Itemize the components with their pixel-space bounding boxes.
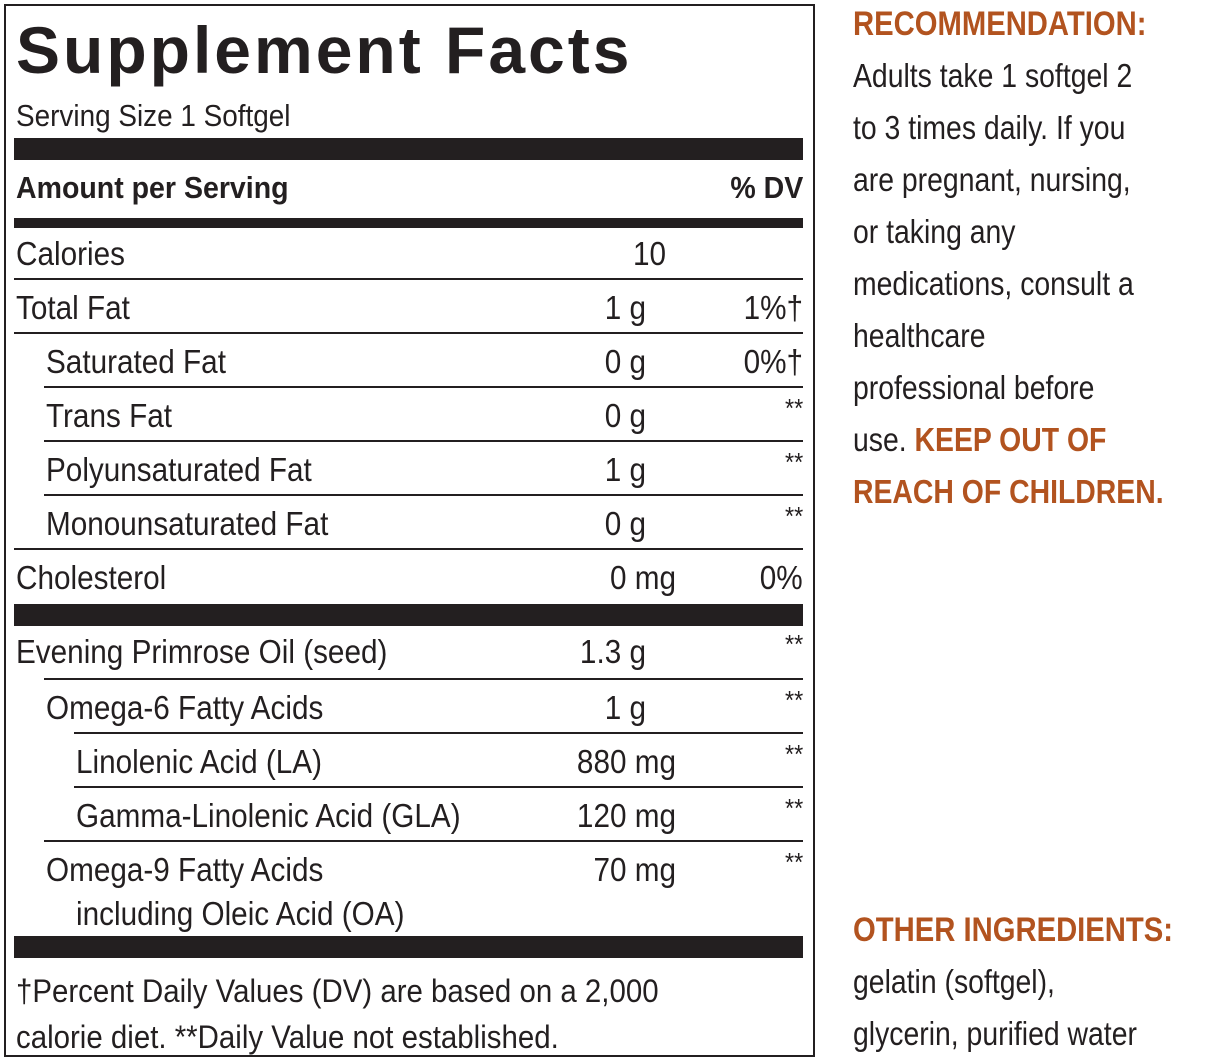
row-amount: 0 g (604, 343, 646, 380)
row-amount: 1 g (604, 289, 646, 326)
table-row: Cholesterol 0 mg 0% (6, 552, 813, 606)
row-dv: 0% (760, 559, 803, 596)
row-dv: ** (784, 685, 803, 715)
ingredients-line: gelatin (softgel), (853, 963, 1055, 1000)
ingredients-line: glycerin, purified water (853, 1015, 1137, 1052)
recommendation-line: to 3 times daily. If you (853, 109, 1126, 146)
footnote: †Percent Daily Values (DV) are based on … (16, 968, 659, 1060)
row-amount: 1 g (604, 451, 646, 488)
divider-thin (14, 278, 803, 280)
divider-thin (44, 840, 803, 842)
row-dv: 1%† (743, 289, 803, 326)
divider-thin (44, 494, 803, 496)
recommendation-section: RECOMMENDATION: Adults take 1 softgel 2 … (853, 0, 1213, 518)
row-name: Polyunsaturated Fat (46, 451, 312, 488)
row-amount: 1 g (604, 689, 646, 726)
divider-thick (14, 936, 803, 958)
row-name: Linolenic Acid (LA) (76, 743, 322, 780)
footnote-line: †Percent Daily Values (DV) are based on … (16, 973, 659, 1009)
table-row: Monounsaturated Fat 0 g ** (6, 498, 813, 552)
row-amount: 0 g (604, 397, 646, 434)
table-row: Gamma-Linolenic Acid (GLA) 120 mg ** (6, 790, 813, 844)
recommendation-line: medications, consult a (853, 265, 1134, 302)
row-amount: 10 (632, 235, 666, 272)
recommendation-line: Adults take 1 softgel 2 (853, 57, 1133, 94)
row-name-continued: including Oleic Acid (OA) (76, 895, 405, 932)
ingredients-heading: OTHER INGREDIENTS: (853, 911, 1174, 949)
recommendation-line: professional before (853, 369, 1095, 406)
row-amount: 0 mg (609, 559, 676, 596)
dv-header: % DV (730, 170, 803, 205)
use-text: use. (853, 421, 915, 458)
table-row: Polyunsaturated Fat 1 g ** (6, 444, 813, 498)
row-amount: 120 mg (576, 797, 676, 834)
footnote-line: calorie diet. **Daily Value not establis… (16, 1019, 559, 1055)
row-name: Omega-9 Fatty Acids (46, 851, 324, 888)
row-amount: 1.3 g (579, 633, 646, 670)
recommendation-line: use. KEEP OUT OF (853, 414, 1163, 466)
table-row: Omega-9 Fatty Acids including Oleic Acid… (6, 844, 813, 940)
recommendation-line: are pregnant, nursing, (853, 161, 1131, 198)
row-dv: ** (784, 629, 803, 659)
serving-size: Serving Size 1 Softgel (16, 98, 291, 133)
table-row: Evening Primrose Oil (seed) 1.3 g ** (6, 626, 813, 680)
divider-thin (14, 332, 803, 334)
supplement-facts-panel: Supplement Facts Serving Size 1 Softgel … (4, 4, 815, 1057)
row-amount: 0 g (604, 505, 646, 542)
recommendation-line: or taking any (853, 213, 1016, 250)
warning-text: KEEP OUT OF (914, 421, 1107, 458)
row-name: Calories (16, 235, 125, 272)
row-dv: ** (784, 847, 803, 877)
row-name: Evening Primrose Oil (seed) (16, 633, 388, 670)
ingredients-section: OTHER INGREDIENTS: gelatin (softgel), gl… (853, 904, 1213, 1060)
divider-medium (14, 218, 803, 228)
recommendation-line: healthcare (853, 317, 986, 354)
row-name: Cholesterol (16, 559, 167, 596)
row-name: Monounsaturated Fat (46, 505, 329, 542)
divider-thin (74, 786, 803, 788)
table-row: Total Fat 1 g 1%† (6, 282, 813, 336)
row-dv: 0%† (743, 343, 803, 380)
row-dv: ** (784, 501, 803, 531)
table-row: Saturated Fat 0 g 0%† (6, 336, 813, 390)
row-name: Gamma-Linolenic Acid (GLA) (76, 797, 461, 834)
table-row: Omega-6 Fatty Acids 1 g ** (6, 682, 813, 736)
row-amount: 880 mg (576, 743, 676, 780)
facts-title: Supplement Facts (16, 13, 633, 87)
row-amount: 70 mg (593, 851, 676, 888)
row-name: Saturated Fat (46, 343, 226, 380)
warning-text: REACH OF CHILDREN. (853, 473, 1164, 510)
row-name: Omega-6 Fatty Acids (46, 689, 324, 726)
divider-thin (14, 548, 803, 550)
recommendation-heading: RECOMMENDATION: (853, 5, 1147, 43)
row-dv: ** (784, 393, 803, 423)
row-name: Trans Fat (46, 397, 172, 434)
divider-thin (44, 678, 803, 680)
row-dv: ** (784, 739, 803, 769)
divider-thin (44, 386, 803, 388)
divider-thick (14, 138, 803, 160)
row-name: Total Fat (16, 289, 130, 326)
row-dv: ** (784, 447, 803, 477)
table-row: Trans Fat 0 g ** (6, 390, 813, 444)
divider-thick (14, 604, 803, 626)
row-dv: ** (784, 793, 803, 823)
amount-per-serving-header: Amount per Serving (16, 170, 289, 205)
divider-thin (44, 440, 803, 442)
divider-thin (74, 732, 803, 734)
table-row: Linolenic Acid (LA) 880 mg ** (6, 736, 813, 790)
table-row: Calories 10 (6, 228, 813, 282)
